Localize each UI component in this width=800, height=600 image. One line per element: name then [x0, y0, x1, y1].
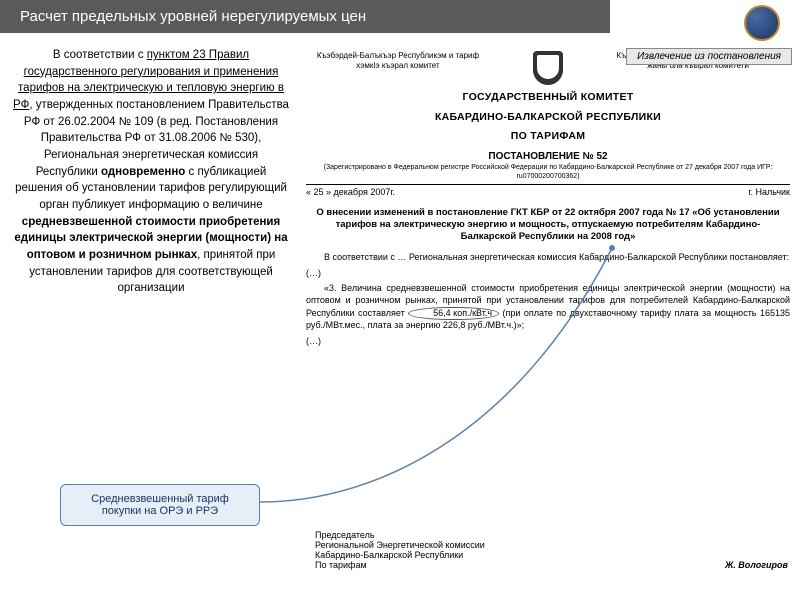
- resolution-number: ПОСТАНОВЛЕНИЕ № 52: [306, 150, 790, 163]
- coat-of-arms-icon: [533, 51, 563, 85]
- callout-connector-icon: [258, 232, 628, 522]
- page-header: Расчет предельных уровней нерегулируемых…: [0, 0, 610, 33]
- org-name-3: ПО ТАРИФАМ: [306, 130, 790, 144]
- registration-line: (Зарегистрировано в Федеральном регистре…: [306, 163, 790, 185]
- signee-name: Ж. Вологиров: [725, 560, 788, 570]
- signature-block: Председатель Региональной Энергетической…: [315, 530, 788, 570]
- letterhead-left: Къэбэрдей-Балъкъэр Республикэм и тариф х…: [306, 51, 490, 85]
- doc-city: г. Нальчик: [748, 187, 790, 199]
- doc-date: « 25 » декабря 2007г.: [306, 187, 395, 199]
- callout-box: Средневзвешенный тариф покупки на ОРЭ и …: [60, 484, 260, 526]
- signee-position: Председатель Региональной Энергетической…: [315, 530, 599, 570]
- explanation-text: В соответствии с пунктом 23 Правил госуд…: [6, 43, 296, 352]
- t1bold1: одновременно: [101, 166, 185, 178]
- org-name-1: ГОСУДАРСТВЕННЫЙ КОМИТЕТ: [306, 91, 790, 105]
- extract-badge: Извлечение из постановления: [626, 48, 792, 65]
- org-name-2: КАБАРДИНО-БАЛКАРСКОЙ РЕСПУБЛИКИ: [306, 111, 790, 125]
- t1: В соответствии с: [53, 49, 147, 61]
- date-city-row: « 25 » декабря 2007г. г. Нальчик: [306, 187, 790, 199]
- callout-text: Средневзвешенный тариф покупки на ОРЭ и …: [91, 493, 229, 517]
- company-logo-icon: [744, 5, 780, 41]
- header-title: Расчет предельных уровней нерегулируемых…: [20, 8, 366, 25]
